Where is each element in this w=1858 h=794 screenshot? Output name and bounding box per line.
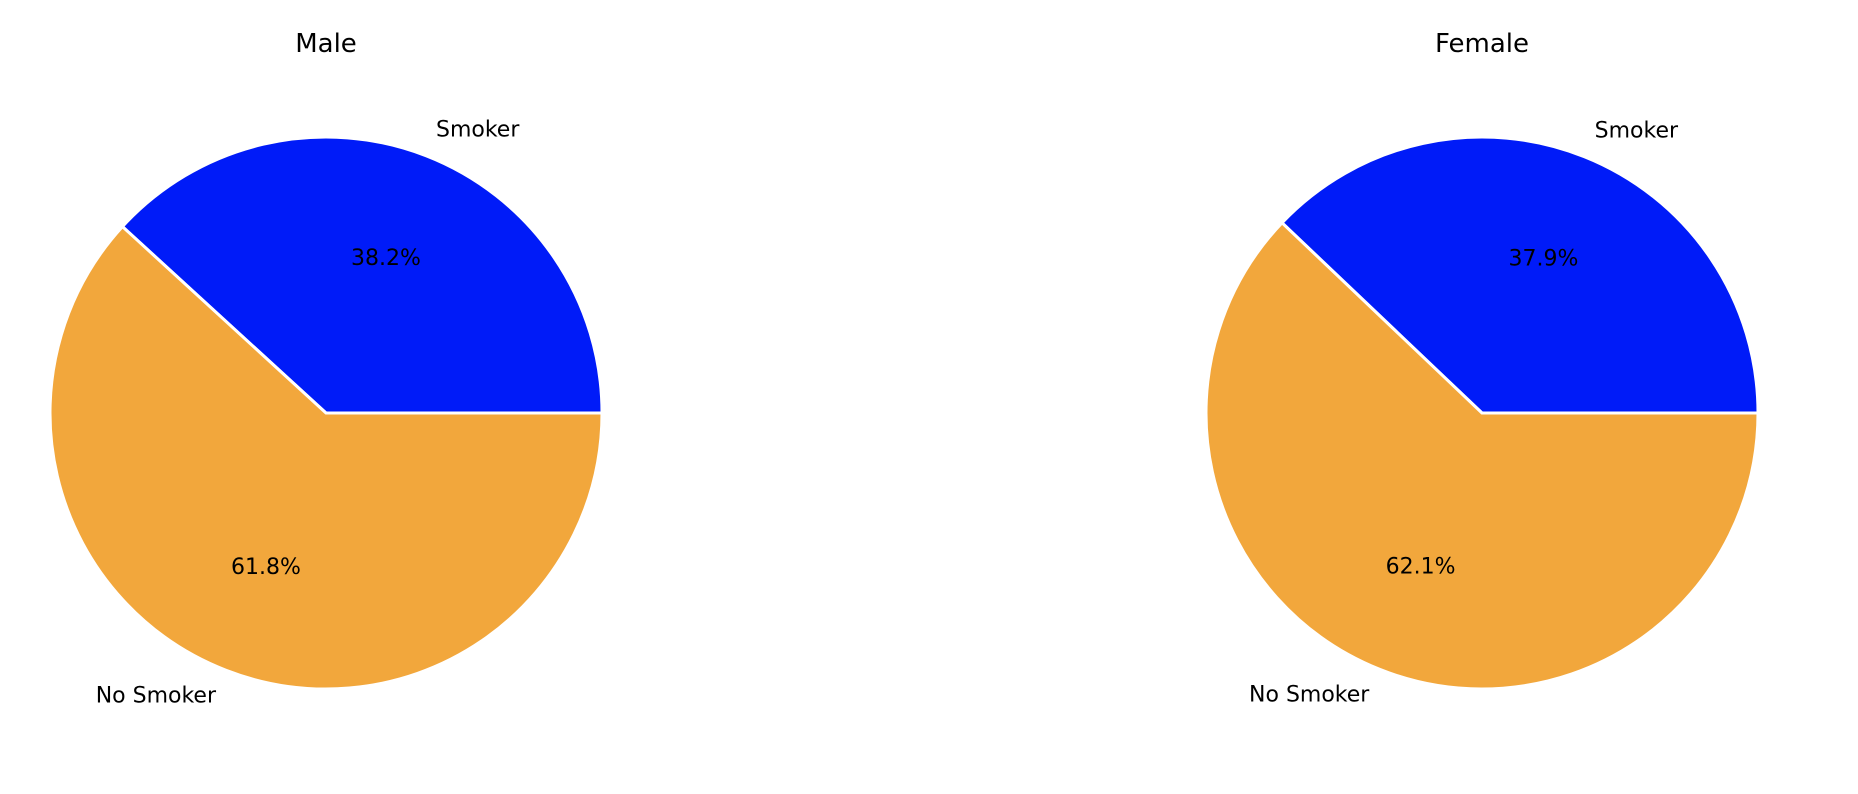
slice-label-female-no-smoker: No Smoker	[1249, 682, 1370, 707]
pie-chart-male: Male Smoker 38.2% No Smoker 61.8%	[48, 29, 604, 708]
pie-slice-male-no-smoker	[48, 224, 604, 691]
chart-title-male: Male	[295, 29, 357, 59]
slice-label-male-smoker: Smoker	[436, 118, 520, 143]
pie-slice-male-smoker	[120, 135, 604, 415]
slice-percent-male-smoker: 38.2%	[351, 246, 421, 271]
pie-slice-female-no-smoker	[1204, 220, 1760, 691]
pie-slice-female-smoker	[1279, 135, 1760, 415]
slice-percent-female-smoker: 37.9%	[1508, 247, 1578, 272]
slice-percent-male-no-smoker: 61.8%	[231, 555, 301, 580]
slice-percent-female-no-smoker: 62.1%	[1386, 554, 1456, 579]
chart-title-female: Female	[1435, 29, 1529, 59]
pie-chart-female: Female Smoker 37.9% No Smoker 62.1%	[1204, 29, 1760, 707]
slice-label-male-no-smoker: No Smoker	[96, 683, 217, 708]
slice-label-female-smoker: Smoker	[1595, 119, 1679, 144]
